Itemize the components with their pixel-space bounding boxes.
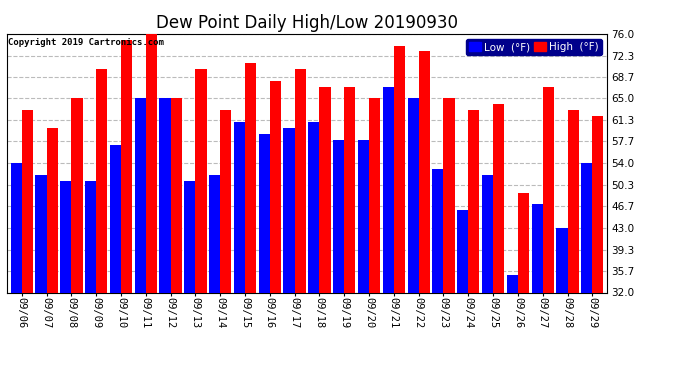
Bar: [184, 181, 195, 375]
Bar: [85, 181, 96, 375]
Bar: [110, 146, 121, 375]
Bar: [383, 87, 394, 375]
Bar: [220, 110, 231, 375]
Bar: [270, 81, 281, 375]
Bar: [308, 122, 319, 375]
Bar: [170, 99, 181, 375]
Bar: [22, 110, 33, 375]
Bar: [419, 51, 430, 375]
Bar: [506, 275, 518, 375]
Text: Copyright 2019 Cartronics.com: Copyright 2019 Cartronics.com: [8, 38, 164, 46]
Bar: [234, 122, 245, 375]
Bar: [518, 192, 529, 375]
Bar: [319, 87, 331, 375]
Bar: [493, 104, 504, 375]
Bar: [209, 175, 220, 375]
Bar: [433, 169, 444, 375]
Bar: [567, 110, 579, 375]
Legend: Low  (°F), High  (°F): Low (°F), High (°F): [466, 39, 602, 55]
Bar: [482, 175, 493, 375]
Bar: [531, 204, 543, 375]
Bar: [10, 163, 22, 375]
Bar: [469, 110, 480, 375]
Bar: [259, 134, 270, 375]
Bar: [333, 140, 344, 375]
Bar: [71, 99, 83, 375]
Bar: [592, 116, 604, 375]
Bar: [245, 63, 256, 375]
Title: Dew Point Daily High/Low 20190930: Dew Point Daily High/Low 20190930: [156, 14, 458, 32]
Bar: [344, 87, 355, 375]
Bar: [284, 128, 295, 375]
Bar: [159, 99, 170, 375]
Bar: [543, 87, 554, 375]
Bar: [444, 99, 455, 375]
Bar: [195, 69, 206, 375]
Bar: [146, 28, 157, 375]
Bar: [457, 210, 469, 375]
Bar: [47, 128, 58, 375]
Bar: [358, 140, 369, 375]
Bar: [581, 163, 592, 375]
Bar: [60, 181, 71, 375]
Bar: [369, 99, 380, 375]
Bar: [408, 99, 419, 375]
Bar: [121, 40, 132, 375]
Bar: [35, 175, 47, 375]
Bar: [295, 69, 306, 375]
Bar: [394, 45, 405, 375]
Bar: [96, 69, 108, 375]
Bar: [135, 99, 146, 375]
Bar: [556, 228, 567, 375]
